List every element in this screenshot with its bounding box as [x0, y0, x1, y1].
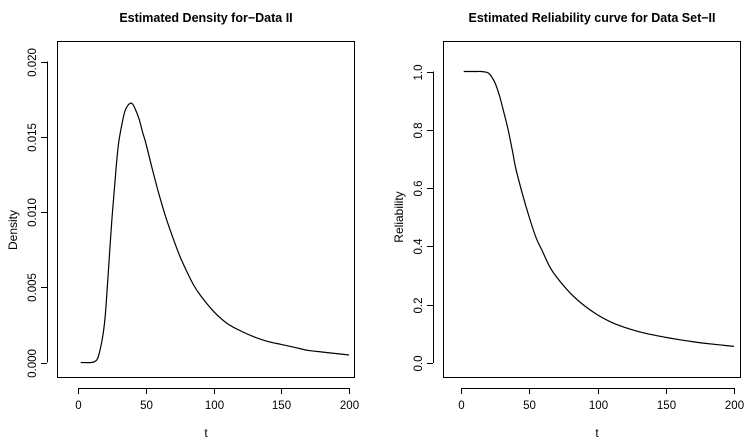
- density-plot-y-tick-label: 0.015: [27, 123, 39, 152]
- reliability-plot-xlabel: t: [595, 426, 599, 440]
- density-plot-y-tick-label: 0.000: [27, 349, 39, 378]
- reliability-plot-x-tick-label: 0: [458, 400, 464, 412]
- reliability-plot-title: Estimated Reliability curve for Data Set…: [469, 11, 716, 25]
- density-plot-x-tick-label: 50: [140, 400, 153, 412]
- reliability-plot-x-tick-label: 50: [523, 400, 536, 412]
- reliability-plot-x-tick-label: 100: [589, 400, 608, 412]
- reliability-plot-curve: [463, 70, 735, 347]
- reliability-plot-y-tick-label: 1.0: [413, 65, 425, 81]
- density-plot-y-tick-label: 0.020: [27, 48, 39, 77]
- reliability-plot-y-tick-label: 0.4: [413, 238, 425, 255]
- reliability-plot-y-tick-label: 0.2: [413, 298, 425, 314]
- reliability-plot-ylabel: Reliability: [392, 191, 406, 242]
- density-plot-frame: [57, 41, 355, 378]
- density-plot-title: Estimated Density for−Data II: [119, 11, 292, 25]
- reliability-plot-y-tick-label: 0.6: [413, 181, 425, 197]
- reliability-plot-frame: [443, 41, 741, 378]
- density-plot-x-tick-label: 100: [205, 400, 224, 412]
- reliability-plot-x-tick-label: 200: [725, 400, 744, 412]
- reliability-plot-x-tick-label: 150: [657, 400, 676, 412]
- density-plot-x-tick-label: 200: [340, 400, 359, 412]
- density-plot-x-tick-label: 0: [75, 400, 81, 412]
- density-plot-ylabel: Density: [6, 210, 20, 250]
- density-plot: Estimated Density for−Data II t Density …: [6, 11, 359, 440]
- reliability-plot-y-tick-label: 0.0: [413, 356, 425, 372]
- reliability-plot-y-tick-label: 0.8: [413, 123, 425, 139]
- density-plot-y-tick-label: 0.010: [27, 198, 39, 227]
- density-plot-curve: [80, 102, 350, 364]
- density-plot-xlabel: t: [204, 426, 208, 440]
- density-plot-y-tick-label: 0.005: [27, 273, 39, 302]
- density-plot-x-tick-label: 150: [272, 400, 291, 412]
- reliability-plot: Estimated Reliability curve for Data Set…: [392, 11, 744, 440]
